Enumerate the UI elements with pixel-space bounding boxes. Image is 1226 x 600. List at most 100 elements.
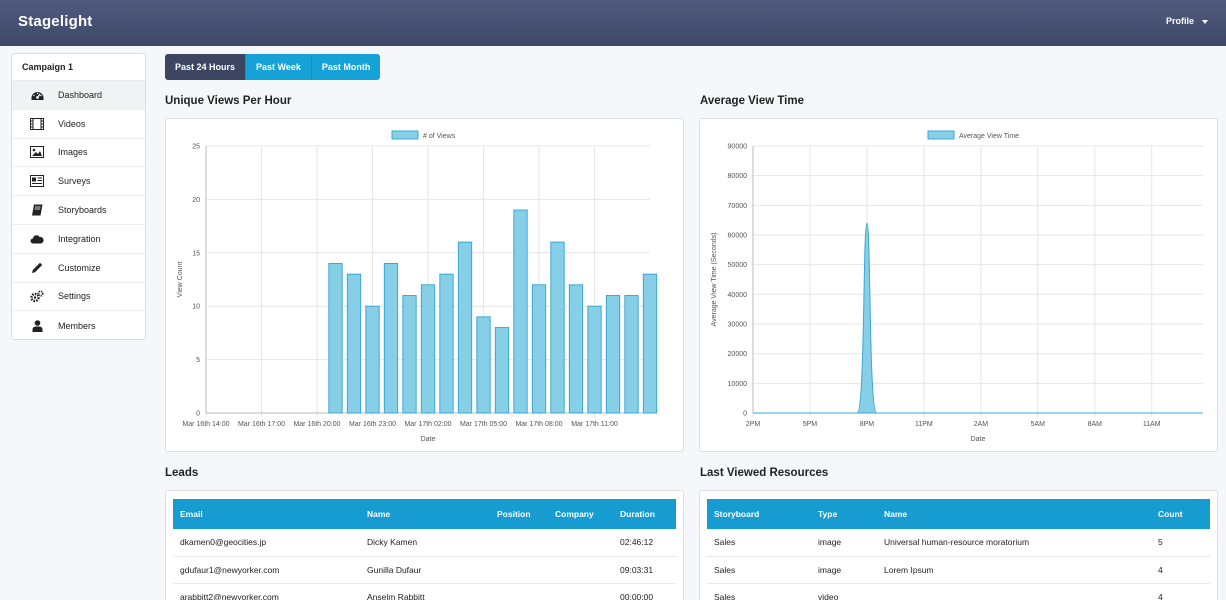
lead-duration: 02:46:12: [613, 529, 676, 557]
avg-view-chart-panel: Average View Time 0 10000 20000 30000 40000 50…: [699, 118, 1218, 452]
area-series: [753, 222, 1203, 414]
sidebar-item-label: Integration: [58, 233, 101, 244]
x-tick-label: 8PM: [860, 421, 875, 428]
legend-swatch: [391, 130, 419, 140]
resource-type: image: [811, 529, 877, 557]
lead-position: [490, 556, 548, 584]
bar: [550, 241, 565, 414]
y-tick-label: 20000: [728, 351, 748, 358]
y-tick-label: 0: [196, 411, 200, 418]
lead-company: [548, 556, 613, 584]
profile-dropdown[interactable]: Profile: [1166, 16, 1208, 26]
x-tick-label: Mar 16th 23:00: [349, 421, 396, 428]
bar: [587, 305, 602, 414]
y-tick-label: 20: [192, 197, 200, 204]
sidebar-item-images[interactable]: Images: [12, 139, 145, 168]
resources-panel: Storyboard Type Name Count Sales image U…: [699, 490, 1218, 600]
range-past-week-button[interactable]: Past Week: [246, 54, 312, 80]
y-tick-label: 15: [192, 250, 200, 257]
bar: [513, 209, 528, 414]
avg-view-section-title: Average View Time: [700, 95, 804, 107]
table-row[interactable]: Sales image Universal human-resource mor…: [707, 529, 1210, 557]
col-name-header[interactable]: Name: [360, 499, 490, 529]
table-row[interactable]: arabbitt2@newyorker.com Anselm Rabbitt 0…: [173, 583, 676, 600]
sidebar-item-label: Dashboard: [58, 89, 103, 100]
bar: [439, 273, 454, 414]
lead-name: Anselm Rabbitt: [360, 583, 490, 600]
bar: [346, 273, 362, 414]
table-row[interactable]: dkamen0@geocities.jp Dicky Kamen 02:46:1…: [173, 529, 676, 557]
sidebar-item-label: Images: [58, 147, 88, 158]
x-tick-label: Mar 17th 05:00: [460, 421, 507, 428]
views-section-title: Unique Views Per Hour: [165, 95, 292, 107]
pencil-icon: [30, 261, 44, 275]
x-axis-title: Date: [971, 436, 986, 443]
x-tick-label: 8AM: [1088, 421, 1103, 428]
resource-storyboard: Sales: [707, 529, 811, 557]
bar: [365, 305, 380, 414]
resource-type: image: [811, 556, 877, 584]
lead-position: [490, 583, 548, 600]
leads-section-title: Leads: [165, 467, 199, 479]
sidebar-item-customize[interactable]: Customize: [12, 254, 145, 283]
film-icon: [30, 117, 44, 131]
user-icon: [30, 319, 44, 333]
sidebar-item-storyboards[interactable]: Storyboards: [12, 196, 145, 225]
sidebar-item-label: Settings: [58, 291, 91, 302]
resource-count: 4: [1151, 583, 1210, 600]
col-storyboard-header[interactable]: Storyboard: [707, 499, 811, 529]
sidebar-item-members[interactable]: Members: [12, 311, 145, 340]
sidebar-item-settings[interactable]: Settings: [12, 283, 145, 312]
lead-duration: 00:00:00: [613, 583, 676, 600]
range-past-month-button[interactable]: Past Month: [311, 54, 381, 80]
sidebar-item-label: Surveys: [58, 176, 91, 187]
sidebar-item-dashboard[interactable]: Dashboard: [12, 81, 145, 110]
col-email-header[interactable]: Email: [173, 499, 360, 529]
lead-email: dkamen0@geocities.jp: [173, 529, 360, 557]
lead-name: Gunilla Dufaur: [360, 556, 490, 584]
y-tick-label: 60000: [728, 233, 748, 240]
lead-position: [490, 529, 548, 557]
sidebar-item-videos[interactable]: Videos: [12, 110, 145, 139]
bar: [494, 327, 510, 414]
resources-table: Storyboard Type Name Count Sales image U…: [707, 499, 1210, 600]
lead-company: [548, 529, 613, 557]
bar: [568, 284, 584, 414]
sidebar: Campaign 1 Dashboard Videos Images Surve…: [11, 53, 146, 340]
legend-label: Average View Time: [959, 133, 1019, 140]
y-tick-label: 10000: [728, 381, 748, 388]
resource-name: Lorem Ipsum: [877, 556, 1151, 584]
survey-icon: [30, 174, 44, 188]
table-row[interactable]: gdufaur1@newyorker.com Gunilla Dufaur 09…: [173, 556, 676, 584]
y-tick-label: 70000: [728, 203, 748, 210]
col-resource-name-header[interactable]: Name: [877, 499, 1151, 529]
x-tick-label: Mar 17th 02:00: [404, 421, 451, 428]
leads-header-row: Email Name Position Company Duration: [173, 499, 676, 529]
resource-type: video: [811, 583, 877, 600]
col-position-header[interactable]: Position: [490, 499, 548, 529]
sidebar-item-surveys[interactable]: Surveys: [12, 167, 145, 197]
x-tick-label: Mar 17th 11:00: [571, 421, 618, 428]
resources-section-title: Last Viewed Resources: [700, 467, 829, 479]
x-tick-label: Mar 16th 20:00: [293, 421, 340, 428]
range-past-24-hours-button[interactable]: Past 24 Hours: [165, 54, 247, 80]
lead-duration: 09:03:31: [613, 556, 676, 584]
lead-email: arabbitt2@newyorker.com: [173, 583, 360, 600]
sidebar-item-label: Customize: [58, 262, 101, 273]
col-type-header[interactable]: Type: [811, 499, 877, 529]
sidebar-item-integration[interactable]: Integration: [12, 225, 145, 254]
table-row[interactable]: Sales video 4: [707, 583, 1210, 600]
sidebar-item-label: Members: [58, 320, 96, 331]
x-tick-label: Mar 17th 08:00: [515, 421, 562, 428]
y-tick-label: 0: [743, 411, 747, 418]
brand-logo[interactable]: Stagelight: [18, 13, 93, 30]
gears-icon: [30, 289, 44, 303]
col-duration-header[interactable]: Duration: [613, 499, 676, 529]
resource-storyboard: Sales: [707, 556, 811, 584]
col-count-header[interactable]: Count: [1151, 499, 1210, 529]
table-row[interactable]: Sales image Lorem Ipsum 4: [707, 556, 1210, 584]
bar: [476, 316, 491, 414]
col-company-header[interactable]: Company: [548, 499, 613, 529]
resource-storyboard: Sales: [707, 583, 811, 600]
dashboard-icon: [30, 88, 44, 102]
